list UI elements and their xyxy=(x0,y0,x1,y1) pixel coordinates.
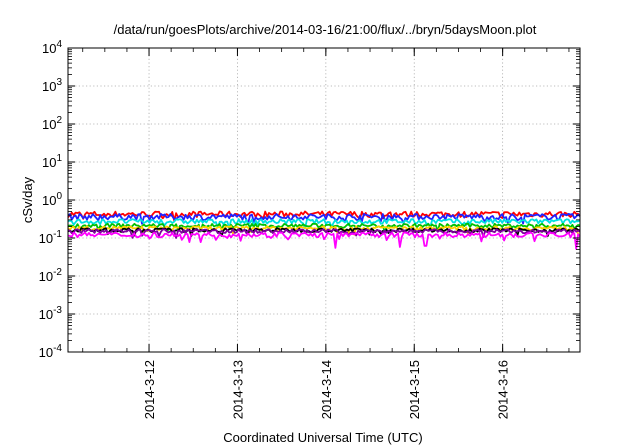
y-axis-label: cSv/day xyxy=(20,176,35,223)
x-tick-labels: 2014-3-12 2014-3-13 2014-3-14 2014-3-15 2014… xyxy=(142,360,511,419)
y-tick-label: 102 xyxy=(42,115,62,132)
chart-title: /data/run/goesPlots/archive/2014-03-16/2… xyxy=(114,22,537,37)
plot-frame xyxy=(67,47,581,353)
series-line-7 xyxy=(67,228,581,239)
y-tick-label: 103 xyxy=(42,77,62,94)
series-line-5 xyxy=(67,225,581,236)
series-line-8 xyxy=(67,231,581,250)
x-tick-label: 2014-3-12 xyxy=(142,360,157,419)
x-tick-label: 2014-3-14 xyxy=(319,360,334,419)
y-tick-label: 10-3 xyxy=(39,305,63,322)
y-tick-label: 101 xyxy=(42,153,62,170)
y-tick-label: 100 xyxy=(42,191,62,208)
y-tick-label: 10-1 xyxy=(39,229,63,246)
x-tick-label: 2014-3-16 xyxy=(496,360,511,419)
series-line-3 xyxy=(67,218,581,230)
x-tick-label: 2014-3-15 xyxy=(407,360,422,419)
series-layer xyxy=(67,210,581,250)
y-tick-label: 10-4 xyxy=(39,343,63,360)
x-tick-label: 2014-3-13 xyxy=(230,360,245,419)
y-tick-labels: 10-4 10-3 10-2 10-1 100 101 102 103 104 xyxy=(39,39,63,360)
y-tick-label: 10-2 xyxy=(39,267,63,284)
axes xyxy=(67,47,581,353)
x-axis-label: Coordinated Universal Time (UTC) xyxy=(223,430,422,445)
y-tick-label: 104 xyxy=(42,39,62,56)
